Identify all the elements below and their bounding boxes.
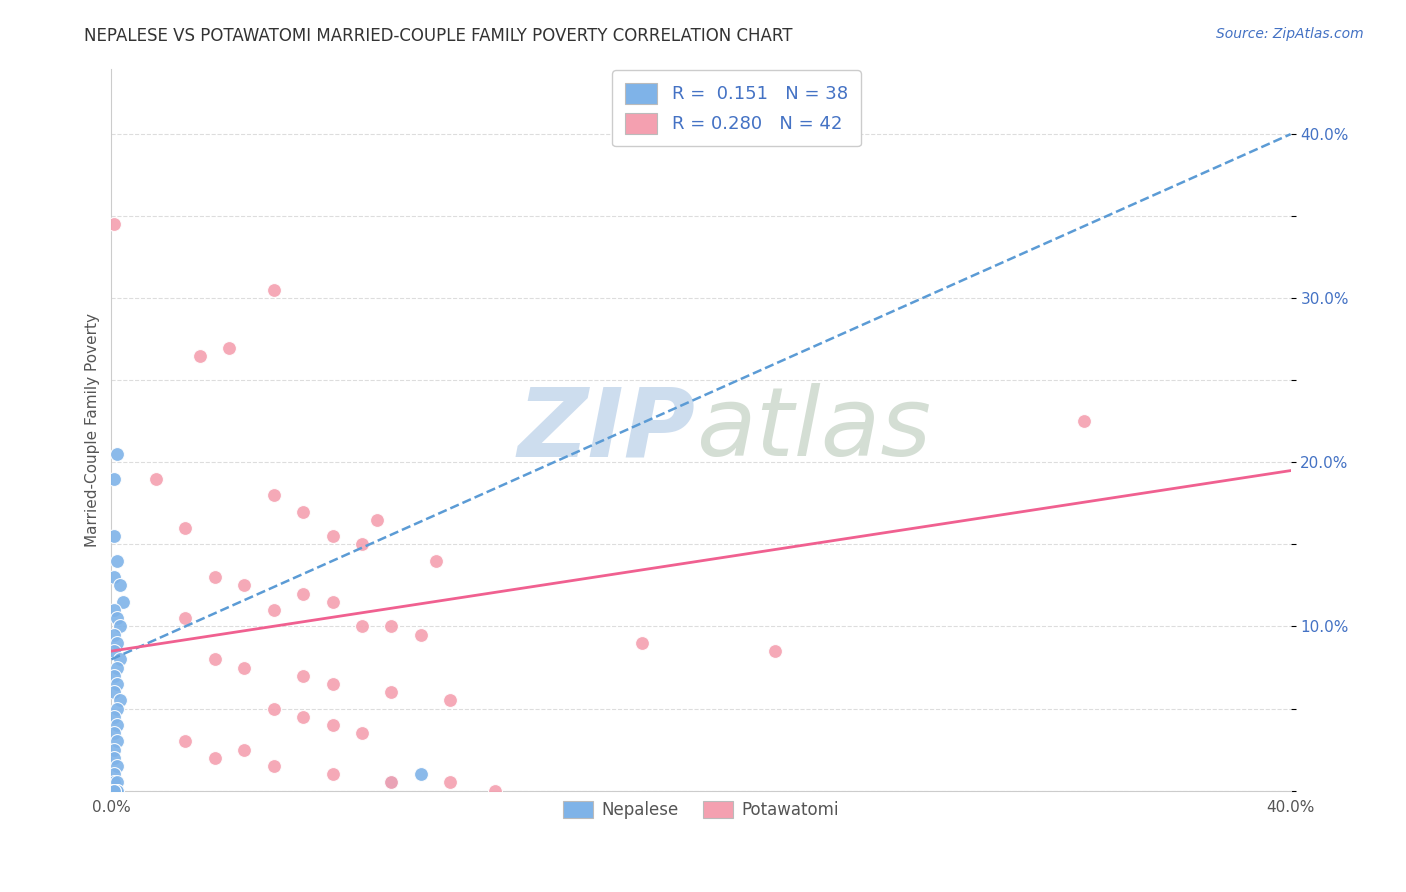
Point	[105, 759, 128, 773]
Point	[380, 775, 402, 789]
Point	[321, 767, 343, 781]
Point	[103, 218, 125, 232]
Point	[439, 693, 461, 707]
Point	[110, 652, 132, 666]
Point	[204, 652, 226, 666]
Point	[350, 619, 373, 633]
Point	[188, 349, 211, 363]
Point	[103, 570, 125, 584]
Point	[321, 718, 343, 732]
Point	[292, 669, 315, 683]
Point	[1073, 414, 1095, 428]
Point	[105, 611, 128, 625]
Point	[105, 783, 128, 797]
Point	[103, 783, 125, 797]
Point	[105, 447, 128, 461]
Point	[105, 734, 128, 748]
Point	[350, 726, 373, 740]
Point	[103, 710, 125, 724]
Point	[263, 283, 285, 297]
Point	[233, 660, 256, 674]
Point	[292, 710, 315, 724]
Point	[321, 595, 343, 609]
Point	[103, 644, 125, 658]
Point	[631, 636, 654, 650]
Point	[103, 669, 125, 683]
Point	[103, 472, 125, 486]
Point	[763, 644, 786, 658]
Text: atlas: atlas	[696, 383, 931, 476]
Point	[105, 783, 128, 797]
Point	[105, 554, 128, 568]
Point	[292, 505, 315, 519]
Point	[233, 578, 256, 592]
Point	[263, 488, 285, 502]
Text: ZIP: ZIP	[517, 383, 696, 476]
Point	[110, 578, 132, 592]
Point	[425, 554, 447, 568]
Point	[484, 783, 506, 797]
Point	[103, 726, 125, 740]
Point	[103, 783, 125, 797]
Point	[103, 783, 125, 797]
Point	[105, 660, 128, 674]
Point	[174, 611, 197, 625]
Point	[380, 775, 402, 789]
Point	[105, 775, 128, 789]
Point	[103, 529, 125, 543]
Point	[112, 595, 135, 609]
Point	[145, 472, 167, 486]
Point	[103, 742, 125, 756]
Y-axis label: Married-Couple Family Poverty: Married-Couple Family Poverty	[86, 312, 100, 547]
Point	[103, 775, 125, 789]
Point	[321, 529, 343, 543]
Point	[110, 619, 132, 633]
Point	[105, 636, 128, 650]
Legend: Nepalese, Potawatomi: Nepalese, Potawatomi	[557, 794, 846, 826]
Point	[204, 751, 226, 765]
Point	[174, 734, 197, 748]
Point	[263, 603, 285, 617]
Point	[103, 603, 125, 617]
Point	[174, 521, 197, 535]
Point	[292, 587, 315, 601]
Point	[103, 685, 125, 699]
Point	[366, 513, 388, 527]
Point	[233, 742, 256, 756]
Point	[103, 751, 125, 765]
Point	[204, 570, 226, 584]
Point	[103, 628, 125, 642]
Point	[263, 701, 285, 715]
Point	[380, 685, 402, 699]
Point	[103, 783, 125, 797]
Point	[103, 767, 125, 781]
Point	[439, 775, 461, 789]
Point	[350, 537, 373, 551]
Text: Source: ZipAtlas.com: Source: ZipAtlas.com	[1216, 27, 1364, 41]
Point	[409, 767, 432, 781]
Text: NEPALESE VS POTAWATOMI MARRIED-COUPLE FAMILY POVERTY CORRELATION CHART: NEPALESE VS POTAWATOMI MARRIED-COUPLE FA…	[84, 27, 793, 45]
Point	[380, 619, 402, 633]
Point	[105, 677, 128, 691]
Point	[105, 718, 128, 732]
Point	[110, 693, 132, 707]
Point	[409, 628, 432, 642]
Point	[218, 341, 240, 355]
Point	[263, 759, 285, 773]
Point	[105, 701, 128, 715]
Point	[321, 677, 343, 691]
